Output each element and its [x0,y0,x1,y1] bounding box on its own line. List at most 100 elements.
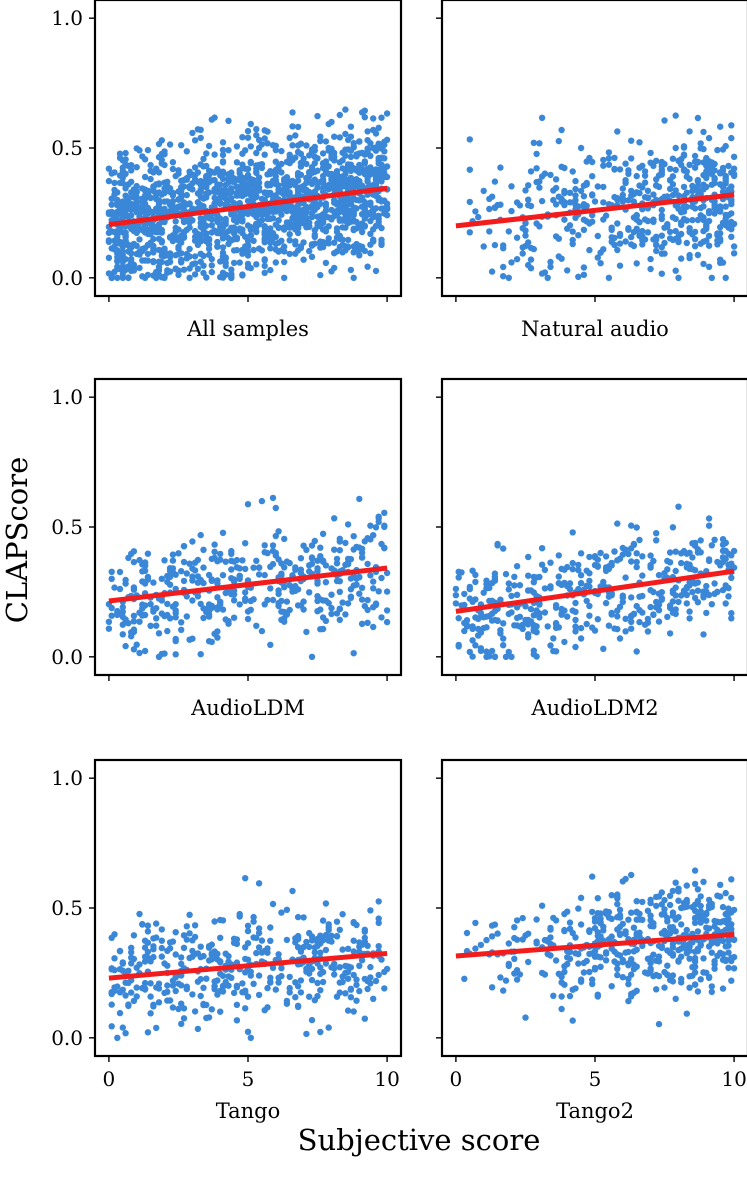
data-point [670,156,676,162]
data-point [561,928,567,934]
data-point [728,895,734,901]
data-point [342,540,348,546]
data-point [125,555,131,561]
data-point [237,259,243,265]
data-point [506,940,512,946]
data-point [692,165,698,171]
data-point [312,176,318,182]
data-point [472,945,478,951]
data-point [592,918,598,924]
data-point [342,990,348,996]
data-point [572,934,578,940]
data-point [159,938,165,944]
y-tick-label: 0.5 [51,515,83,539]
data-point [581,272,587,278]
data-point [497,164,503,170]
data-point [595,183,601,189]
data-point [628,993,634,999]
data-point [320,240,326,246]
data-point [175,188,181,194]
data-point [317,1029,323,1035]
data-point [256,972,262,978]
data-point [578,625,584,631]
data-point [267,979,273,985]
data-point [522,1014,528,1020]
data-point [275,600,281,606]
data-point [245,928,251,934]
data-point [181,543,187,549]
data-point [270,597,276,603]
data-point [689,540,695,546]
data-point [109,1001,115,1007]
data-point [364,128,370,134]
data-point [342,206,348,212]
data-point [553,605,559,611]
data-point [609,610,615,616]
data-point [362,603,368,609]
data-point [528,587,534,593]
data-point [695,886,701,892]
data-point [700,172,706,178]
data-point [314,598,320,604]
data-point [728,223,734,229]
data-point [376,125,382,131]
data-point [494,202,500,208]
data-point [334,168,340,174]
data-point [589,909,595,915]
data-point [686,985,692,991]
data-point [586,969,592,975]
data-point [689,188,695,194]
data-point [678,255,684,261]
data-point [362,248,368,254]
data-point [242,209,248,215]
data-point [711,966,717,972]
data-point [278,161,284,167]
data-point [125,213,131,219]
data-point [703,155,709,161]
data-point [456,643,462,649]
data-point [681,184,687,190]
data-point [275,979,281,985]
data-point [331,182,337,188]
data-point [178,961,184,967]
data-point [156,197,162,203]
data-point [550,915,556,921]
y-tick-label: 1.0 [51,385,83,409]
data-point [595,895,601,901]
data-point [636,139,642,145]
data-point [700,879,706,885]
data-point [600,199,606,205]
data-point [483,654,489,660]
data-point [317,201,323,207]
data-point [370,145,376,151]
data-point [725,905,731,911]
data-point [695,549,701,555]
data-point [698,205,704,211]
data-point [492,178,498,184]
data-point [589,219,595,225]
x-axis-label: Subjective score [298,1123,541,1157]
data-point [314,113,320,119]
data-point [611,235,617,241]
data-point [122,616,128,622]
data-point [128,633,134,639]
data-point [139,612,145,618]
data-point [367,523,373,529]
data-point [284,907,290,913]
data-point [200,547,206,553]
data-point [725,965,731,971]
data-point [728,122,734,128]
data-point [120,157,126,163]
data-point [542,609,548,615]
data-point [298,220,304,226]
data-point [231,576,237,582]
data-point [153,192,159,198]
data-point [364,597,370,603]
data-point [453,586,459,592]
data-point [514,235,520,241]
data-point [667,186,673,192]
data-point [725,949,731,955]
data-point [122,643,128,649]
data-point [117,1010,123,1016]
data-point [284,208,290,214]
